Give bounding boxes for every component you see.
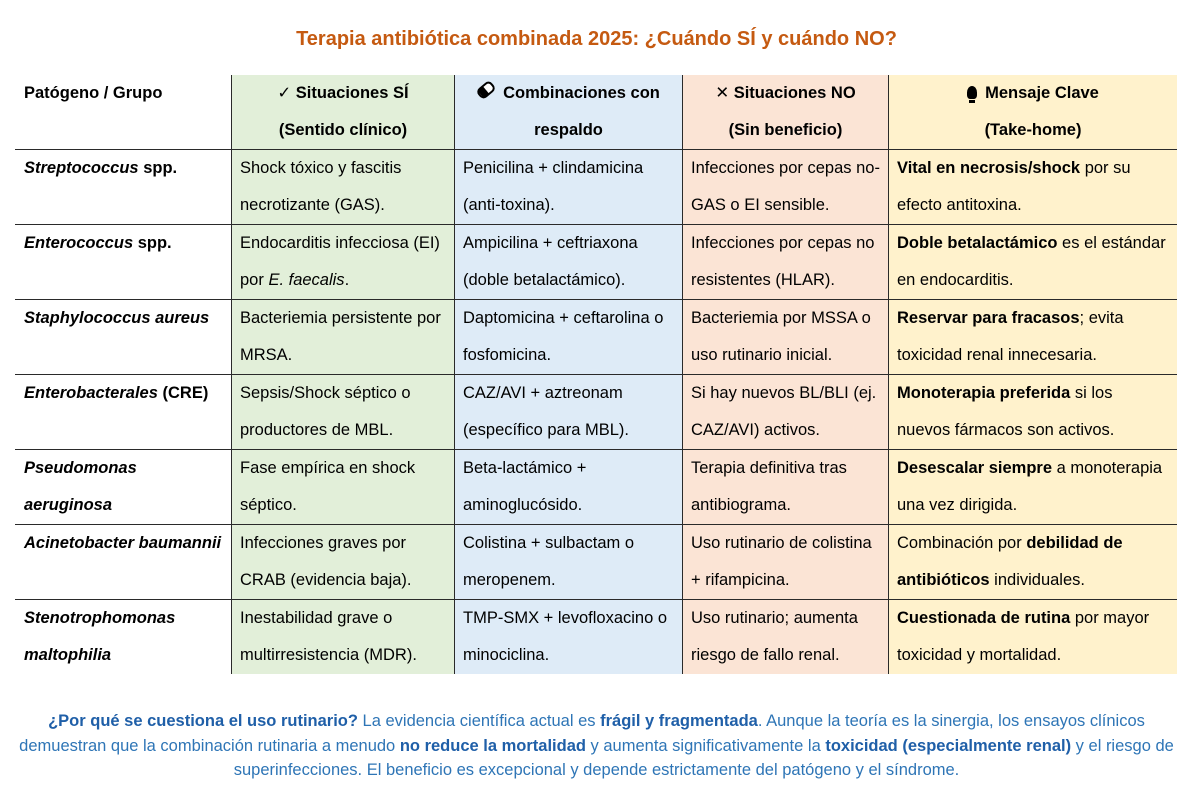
si-cell: Infecciones graves por CRAB (evidencia b… — [231, 524, 455, 600]
key-cell: Monoterapia preferida si los nuevos fárm… — [888, 374, 1177, 450]
header-key-line1: Mensaje Clave — [985, 84, 1099, 102]
combo-cell: CAZ/AVI + aztreonam (específico para MBL… — [454, 374, 683, 450]
pathogen-cell: Acinetobacter baumannii — [15, 524, 232, 600]
header-combo-line1: Combinaciones con — [503, 84, 660, 102]
key-rest: por mayor toxicidad y mortalidad. — [897, 609, 1150, 664]
combo-cell: Colistina + sulbactam o meropenem. — [454, 524, 683, 600]
table-row: Acinetobacter baumannii Infecciones grav… — [15, 524, 1177, 600]
footnote-text: . Aunque la teoría es la sinergia, los e… — [19, 712, 1145, 755]
pathogen-cell: Pseudomonas aeruginosa — [15, 449, 232, 525]
no-cell: Infecciones por cepas no-GAS o EI sensib… — [682, 149, 889, 225]
header-yes-line2: (Sentido clínico) — [278, 121, 408, 139]
key-cell: Reservar para fracasos; evita toxicidad … — [888, 299, 1177, 375]
table-header-row: Patógeno / Grupo ✓ Situaciones SÍ (Senti… — [15, 75, 1177, 150]
key-bold: Cuestionada de rutina — [897, 609, 1071, 627]
pathogen-cell: Enterococcus spp. — [15, 224, 232, 300]
pathogen-cell: Streptococcus spp. — [15, 149, 232, 225]
pathogen-cell: Staphylococcus aureus — [15, 299, 232, 375]
key-bold: Reservar para fracasos — [897, 309, 1080, 327]
key-rest: por su efecto antitoxina. — [897, 159, 1131, 214]
page-title: Terapia antibiótica combinada 2025: ¿Cuá… — [296, 28, 897, 50]
combo-cell: Penicilina + clindamicina (anti-toxina). — [454, 149, 683, 225]
si-cell: Bacteriemia persistente por MRSA. — [231, 299, 455, 375]
header-combinations: Combinaciones con respaldo — [454, 75, 683, 150]
combo-cell: Ampicilina + ceftriaxona (doble betalact… — [454, 224, 683, 300]
key-rest: individuales. — [989, 571, 1085, 589]
key-rest: es el estándar en endocarditis. — [897, 234, 1166, 289]
key-cell: Desescalar siempre a monoterapia una vez… — [888, 449, 1177, 525]
table-row: Stenotrophomonas maltophilia Inestabilid… — [15, 599, 1177, 674]
key-bold: Monoterapia preferida — [897, 384, 1071, 402]
footnote-bold: frágil y fragmentada — [600, 712, 758, 730]
key-cell: Vital en necrosis/shock por su efecto an… — [888, 149, 1177, 225]
footnote-text: y aumenta significativamente la — [585, 736, 826, 755]
pill-icon — [475, 79, 497, 101]
header-situations-no: ✕ Situaciones NO (Sin beneficio) — [682, 75, 889, 150]
si-cell: Sepsis/Shock séptico o productores de MB… — [231, 374, 455, 450]
pathogen-suffix: spp. — [133, 234, 172, 252]
si-species: E. faecalis — [268, 271, 345, 289]
no-cell: Infecciones por cepas no resistentes (HL… — [682, 224, 889, 300]
pathogen-cell: Stenotrophomonas maltophilia — [15, 599, 232, 674]
header-key-message: Mensaje Clave (Take-home) — [888, 75, 1177, 150]
pathogen-suffix: (CRE) — [157, 384, 209, 402]
combo-cell: Beta-lactámico + aminoglucósido. — [454, 449, 683, 525]
no-cell: Uso rutinario; aumenta riesgo de fallo r… — [682, 599, 889, 674]
header-no-line1: ✕ Situaciones NO — [715, 84, 856, 102]
key-bold: debilidad de antibióticos — [897, 534, 1123, 589]
table-row: Enterococcus spp. Endocarditis infeccios… — [15, 224, 1177, 300]
combo-cell: TMP-SMX + levofloxacino o minociclina. — [454, 599, 683, 674]
key-cell: Doble betalactámico es el estándar en en… — [888, 224, 1177, 300]
si-cell: Shock tóxico y fascitis necrotizante (GA… — [231, 149, 455, 225]
header-combo-line2: respaldo — [534, 121, 603, 139]
therapy-table: Patógeno / Grupo ✓ Situaciones SÍ (Senti… — [15, 75, 1177, 674]
header-situations-yes: ✓ Situaciones SÍ (Sentido clínico) — [231, 75, 455, 150]
table-row: Streptococcus spp. Shock tóxico y fascit… — [15, 149, 1177, 225]
pathogen-name: Streptococcus — [24, 159, 139, 177]
footnote-text: La evidencia científica actual es — [357, 712, 601, 730]
footnote-bold: no reduce la mortalidad — [399, 736, 586, 755]
no-cell: Si hay nuevos BL/BLI (ej. CAZ/AVI) activ… — [682, 374, 889, 450]
key-bold: Vital en necrosis/shock — [897, 159, 1081, 177]
header-pathogen: Patógeno / Grupo — [15, 75, 232, 150]
footnote: ¿Por qué se cuestiona el uso rutinario? … — [15, 709, 1178, 783]
no-cell: Terapia definitiva tras antibiograma. — [682, 449, 889, 525]
footnote-bold: toxicidad (especialmente renal) — [825, 736, 1072, 755]
footnote-text: y el riesgo de superinfecciones. El bene… — [233, 736, 1174, 780]
key-rest: si los nuevos fármacos son activos. — [897, 384, 1115, 439]
si-cell: Inestabilidad grave o multirresistencia … — [231, 599, 455, 674]
footnote-question: ¿Por qué se cuestiona el uso rutinario? — [48, 712, 358, 730]
key-bold: Doble betalactámico — [897, 234, 1058, 252]
pathogen-name: Enterococcus — [24, 234, 134, 252]
header-key-line2: (Take-home) — [984, 121, 1082, 139]
table-row: Staphylococcus aureus Bacteriemia persis… — [15, 299, 1177, 375]
key-cell: Combinación por debilidad de antibiótico… — [888, 524, 1177, 600]
si-text: Endocarditis infecciosa (EI) por — [240, 234, 440, 289]
header-no-line2: (Sin beneficio) — [728, 121, 843, 139]
key-rest: ; evita toxicidad renal innecesaria. — [897, 309, 1124, 364]
pathogen-cell: Enterobacterales (CRE) — [15, 374, 232, 450]
no-cell: Bacteriemia por MSSA o uso rutinario ini… — [682, 299, 889, 375]
table-row: Pseudomonas aeruginosa Fase empírica en … — [15, 449, 1177, 525]
si-cell: Fase empírica en shock séptico. — [231, 449, 455, 525]
key-pre: Combinación por — [897, 534, 1027, 552]
header-yes-line1: ✓ Situaciones SÍ — [277, 84, 409, 102]
key-bold: Desescalar siempre — [897, 459, 1053, 477]
key-cell: Cuestionada de rutina por mayor toxicida… — [888, 599, 1177, 674]
key-rest: a monoterapia una vez dirigida. — [897, 459, 1163, 514]
no-cell: Uso rutinario de colistina + rifampicina… — [682, 524, 889, 600]
pathogen-suffix: spp. — [138, 159, 178, 177]
pathogen-name: Enterobacterales — [24, 384, 158, 402]
combo-cell: Daptomicina + ceftarolina o fosfomicina. — [454, 299, 683, 375]
si-cell: Endocarditis infecciosa (EI) por E. faec… — [231, 224, 455, 300]
lightbulb-icon — [967, 86, 978, 103]
si-punct: . — [344, 271, 350, 289]
table-row: Enterobacterales (CRE) Sepsis/Shock sépt… — [15, 374, 1177, 450]
